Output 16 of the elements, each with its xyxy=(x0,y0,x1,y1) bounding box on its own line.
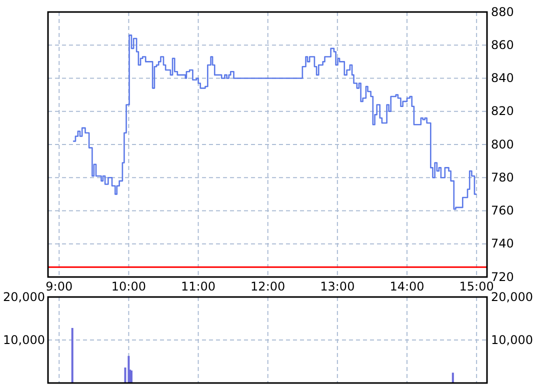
x-tick-label: 11:00 xyxy=(180,280,216,294)
y-tick-label: 860 xyxy=(491,38,514,52)
y-tick-label: 820 xyxy=(491,104,514,118)
x-tick-label: 14:00 xyxy=(390,280,424,294)
x-tick-label: 13:00 xyxy=(320,280,355,294)
y-tick-label: 800 xyxy=(491,137,514,152)
x-tick-label: 9:00 xyxy=(46,280,73,294)
bar xyxy=(452,372,454,383)
y-tick-label: 840 xyxy=(491,71,514,86)
y-tick-label: 760 xyxy=(491,204,514,218)
y-tick-label: 880 xyxy=(491,4,514,19)
bar xyxy=(71,328,74,383)
y-tick-label: 740 xyxy=(491,236,514,251)
x-tick-label: 12:00 xyxy=(250,280,286,294)
y-tick-label: 780 xyxy=(491,170,514,184)
x-tick-label: 10:00 xyxy=(111,280,146,294)
